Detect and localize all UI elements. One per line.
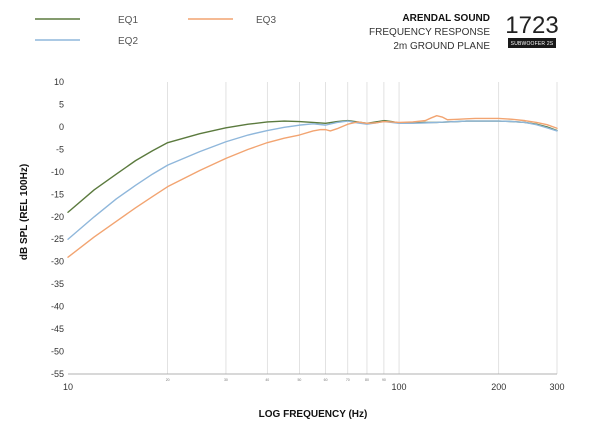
legend-label-eq1: EQ1: [118, 15, 138, 26]
model-badge: [508, 38, 556, 48]
y-tick-label: -15: [51, 189, 64, 199]
x-tick-labels: 10 100 200 300 20 30 40 50 60 70 80 90: [63, 378, 565, 392]
subtitle-line-2: 2m GROUND PLANE: [393, 41, 490, 52]
x-minor-tick-label: 30: [224, 378, 228, 382]
x-minor-tick-label: 70: [346, 378, 350, 382]
series-line-eq2: [67, 120, 558, 240]
y-tick-label: -50: [51, 347, 64, 357]
x-minor-tick-label: 20: [166, 378, 170, 382]
series-line-eq1: [67, 119, 558, 213]
x-tick-label: 300: [549, 382, 564, 392]
legend-label-eq2: EQ2: [118, 36, 138, 47]
y-tick-label: -5: [56, 144, 64, 154]
series-lines: [67, 114, 558, 258]
x-minor-tick-label: 40: [265, 378, 269, 382]
y-tick-label: -20: [51, 212, 64, 222]
subtitle-line-1: FREQUENCY RESPONSE: [369, 27, 490, 38]
y-tick-label: 0: [59, 122, 64, 132]
x-tick-label: 100: [392, 382, 407, 392]
model-number: 1723: [505, 12, 558, 39]
x-minor-tick-label: 60: [324, 378, 328, 382]
x-minor-tick-label: 90: [382, 378, 386, 382]
model-badge-label: SUBWOOFER 2S: [511, 41, 554, 47]
y-tick-labels: 10 5 0 -5 -10 -15 -20 -25 -30 -35 -40 -45 -50 -55: [51, 77, 64, 379]
x-axis-title: LOG FREQUENCY (Hz): [259, 409, 368, 420]
grid: [167, 82, 558, 374]
series-line-eq3: [67, 114, 558, 258]
legend: EQ1 EQ2 EQ3: [35, 15, 276, 47]
y-tick-label: -45: [51, 324, 64, 334]
x-tick-label: 200: [491, 382, 506, 392]
y-tick-label: -25: [51, 234, 64, 244]
brand-name: ARENDAL SOUND: [402, 13, 490, 24]
y-tick-label: -55: [51, 369, 64, 379]
y-axis-title: dB SPL (REL 100Hz): [19, 164, 30, 260]
y-tick-label: -40: [51, 302, 64, 312]
legend-label-eq3: EQ3: [256, 15, 276, 26]
brand-header: ARENDAL SOUND FREQUENCY RESPONSE 2m GROU…: [369, 12, 559, 52]
y-tick-label: -30: [51, 257, 64, 267]
y-tick-label: 10: [54, 77, 64, 87]
y-tick-label: -35: [51, 279, 64, 289]
y-tick-label: -10: [51, 167, 64, 177]
x-minor-tick-label: 50: [297, 378, 301, 382]
y-tick-label: 5: [59, 99, 64, 109]
x-minor-tick-label: 80: [365, 378, 369, 382]
x-tick-label: 10: [63, 382, 73, 392]
